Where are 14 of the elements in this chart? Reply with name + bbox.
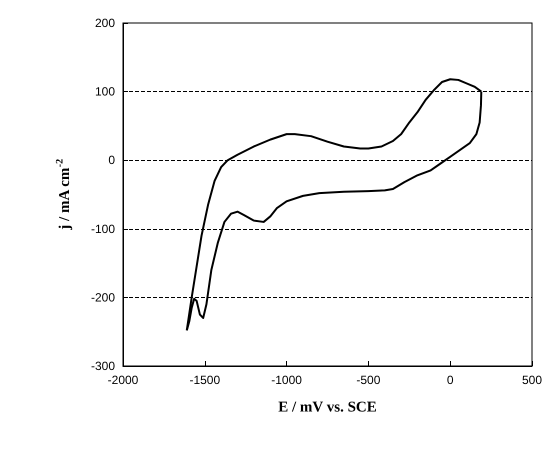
y-tick-label: -100 (90, 222, 116, 236)
y-tick-label: -300 (90, 359, 116, 373)
x-tick-label: -2000 (108, 373, 139, 387)
y-tick-label: 200 (94, 16, 116, 30)
y-axis-title: j / mA cm-2 (54, 158, 73, 231)
y-tick-label: 0 (108, 153, 116, 168)
x-tick-label: 500 (522, 373, 542, 387)
x-tick-label: 0 (446, 373, 454, 387)
x-tick-label: -1500 (189, 373, 220, 387)
y-tick-label: -200 (90, 290, 116, 304)
y-tick-label: 100 (94, 84, 116, 99)
x-tick-label: -1000 (271, 373, 302, 387)
x-axis-title: E / mV vs. SCE (278, 400, 377, 416)
x-tick-label: -500 (356, 373, 381, 387)
